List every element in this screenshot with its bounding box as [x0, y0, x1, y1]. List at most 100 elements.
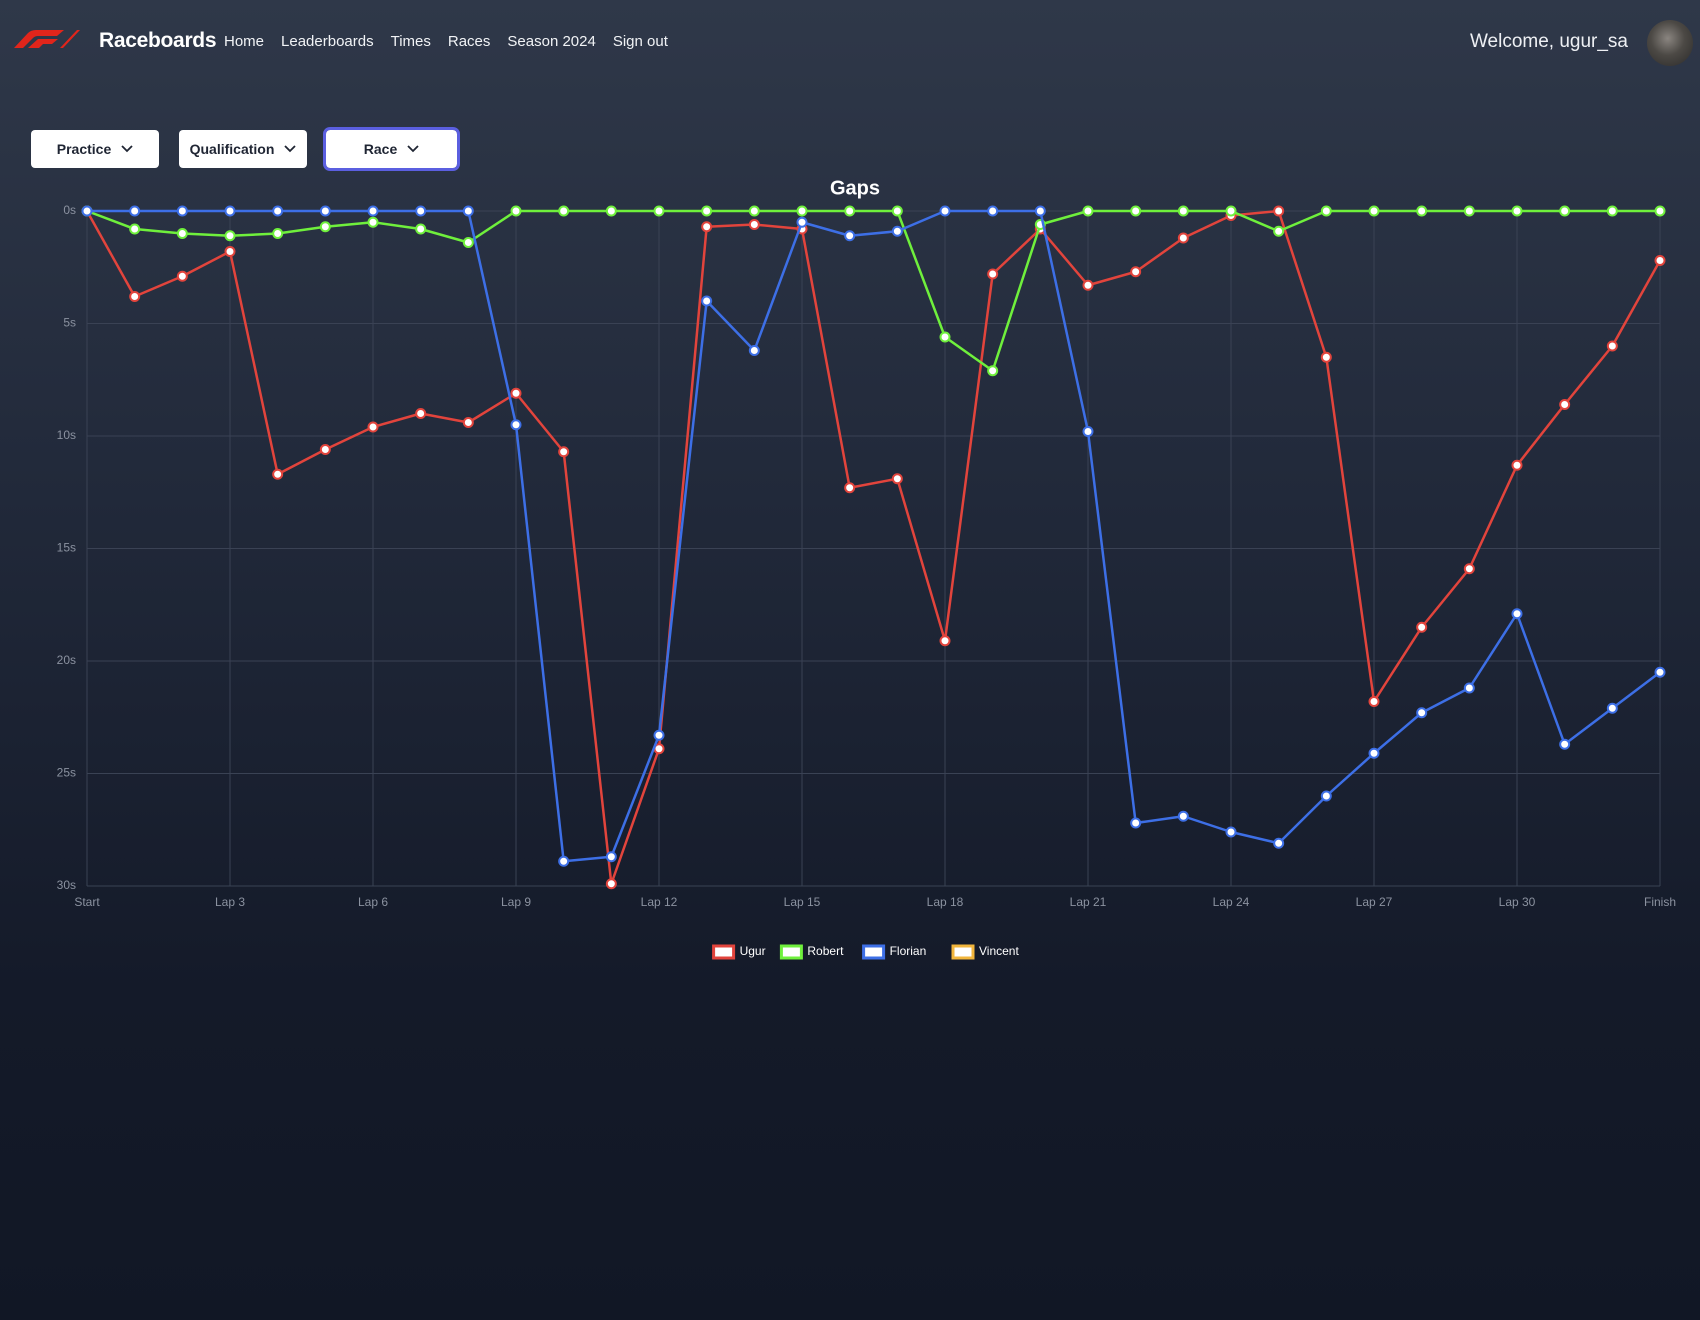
x-tick-label: Start [74, 895, 100, 909]
filter-button[interactable]: Qualification [179, 130, 307, 168]
data-point [653, 729, 665, 741]
nav-link[interactable]: Sign out [612, 33, 668, 50]
data-point [1177, 810, 1189, 822]
data-point [1368, 205, 1380, 217]
data-point [796, 216, 808, 228]
data-point [1082, 205, 1094, 217]
x-tick-label: Lap 18 [927, 895, 964, 909]
nav-link[interactable]: Leaderboards [281, 33, 374, 50]
data-point [891, 225, 903, 237]
chevron [121, 145, 133, 153]
data-point [319, 205, 331, 217]
data-point [844, 482, 856, 494]
x-tick-label: Lap 9 [501, 895, 531, 909]
data-point [939, 635, 951, 647]
data-point [510, 387, 522, 399]
chevron [284, 145, 297, 153]
data-point [1559, 738, 1571, 750]
data-point [129, 223, 141, 235]
x-tick-label: Lap 30 [1499, 895, 1536, 909]
data-point [81, 205, 93, 217]
y-tick-label: 30s [57, 878, 76, 892]
data-point [129, 205, 141, 217]
data-point [367, 216, 379, 228]
legend-label: Ugur [740, 944, 766, 958]
data-point [319, 221, 331, 233]
data-point [939, 331, 951, 343]
data-point [1130, 266, 1142, 278]
data-point [653, 205, 665, 217]
nav-link[interactable]: Home [224, 33, 265, 50]
filter-label: Practice [56, 141, 112, 157]
navbar: Raceboards Home Leaderboards Times Races Sea… [0, 0, 1700, 84]
data-point [844, 205, 856, 217]
data-point [415, 205, 427, 217]
data-point [1559, 399, 1571, 410]
nav-links: Home Leaderboards Times Races Season 2024 Sig… [224, 33, 668, 50]
filter-button[interactable]: Practice [31, 130, 159, 168]
x-tick-label: Lap 27 [1356, 895, 1393, 909]
y-tick-label: 20s [57, 653, 76, 667]
data-point [176, 270, 188, 282]
data-point [1606, 340, 1618, 352]
x-tick-label: Lap 15 [784, 895, 821, 909]
filter-label: Qualification [189, 141, 275, 157]
data-point [367, 421, 379, 433]
data-point [1130, 817, 1142, 829]
data-point [701, 295, 713, 307]
data-point [1654, 255, 1666, 266]
data-point [701, 221, 713, 233]
data-point [415, 223, 427, 235]
data-point [1463, 682, 1475, 694]
data-point [462, 205, 474, 217]
chevron [407, 145, 419, 153]
nav-link[interactable]: Races [447, 33, 491, 50]
data-point [796, 205, 808, 217]
data-point [224, 246, 236, 257]
data-point [939, 205, 951, 217]
legend-swatch [712, 944, 736, 960]
legend-label: Vincent [979, 944, 1019, 958]
data-point [1082, 279, 1094, 291]
data-point [1416, 707, 1428, 719]
data-point [987, 205, 999, 217]
filter-button[interactable]: Race [323, 127, 460, 171]
data-point [701, 205, 713, 217]
data-point [1368, 747, 1380, 759]
x-tick-label: Lap 12 [641, 895, 678, 909]
data-point [1225, 205, 1237, 217]
welcome-text: Welcome, ugur_sa [1469, 31, 1628, 52]
data-point [1463, 205, 1475, 217]
avatar[interactable] [1647, 20, 1693, 66]
brand[interactable]: Raceboards [99, 29, 217, 52]
y-tick-label: 0s [63, 203, 76, 217]
data-point [510, 419, 522, 431]
y-tick-label: 5s [63, 316, 76, 330]
x-tick-label: Lap 21 [1070, 895, 1107, 909]
nav-link[interactable]: Season 2024 [507, 33, 596, 50]
x-tick-label: Lap 3 [215, 895, 245, 909]
data-point [1320, 351, 1332, 363]
f1-logo[interactable] [14, 30, 80, 48]
data-point [176, 205, 188, 217]
data-point [1130, 205, 1142, 217]
chart-title: Gaps [830, 177, 880, 199]
data-point [1225, 826, 1237, 838]
data-point [748, 345, 760, 356]
data-point [1177, 232, 1189, 244]
data-point [1273, 225, 1285, 237]
data-point [1320, 205, 1332, 217]
data-point [1654, 666, 1666, 678]
data-point [1273, 205, 1285, 217]
data-point [367, 205, 379, 217]
nav-link[interactable]: Times [390, 33, 431, 50]
data-point [1463, 563, 1475, 575]
legend-swatch [862, 944, 886, 960]
data-point [605, 878, 617, 890]
data-point [1177, 205, 1189, 217]
data-point [224, 205, 236, 217]
legend-label: Robert [807, 944, 844, 958]
series-line [86, 209, 1660, 372]
